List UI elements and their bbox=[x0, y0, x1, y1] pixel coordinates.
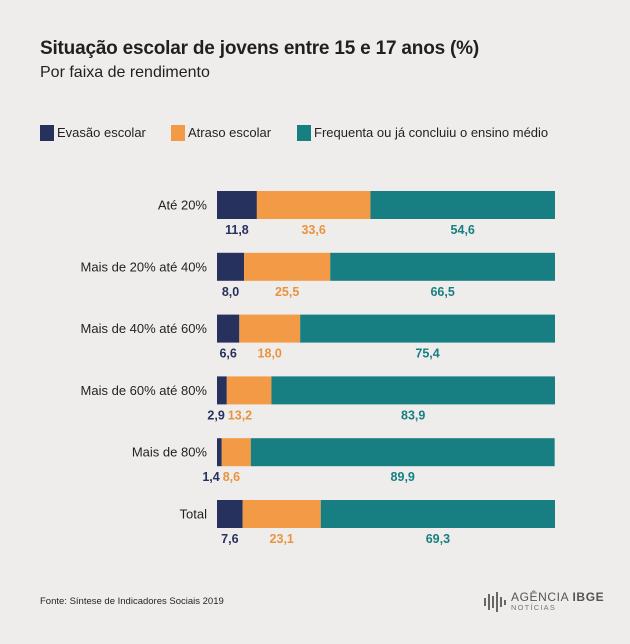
legend-label-atraso: Atraso escolar bbox=[188, 125, 272, 140]
chart-title: Situação escolar de jovens entre 15 e 17… bbox=[40, 38, 480, 59]
category-label-total: Total bbox=[180, 507, 208, 522]
category-label-mais-de-40-ate-60: Mais de 40% até 60% bbox=[81, 321, 208, 336]
bar-evasao-mais-de-20-ate-40 bbox=[217, 252, 245, 281]
value-label-evasao-mais-de-20-ate-40: 8,0 bbox=[222, 285, 239, 299]
legend-swatch-evasao bbox=[40, 125, 54, 141]
value-label-atraso-mais-de-80: 8,6 bbox=[223, 470, 240, 484]
value-label-evasao-ate-20: 11,8 bbox=[225, 223, 249, 237]
bar-atraso-mais-de-80 bbox=[221, 438, 251, 467]
chart-subtitle: Por faixa de rendimento bbox=[40, 64, 210, 81]
legend-swatch-atraso bbox=[171, 125, 185, 141]
value-label-frequenta-mais-de-80: 89,9 bbox=[391, 470, 415, 484]
category-label-mais-de-20-ate-40: Mais de 20% até 40% bbox=[81, 259, 208, 274]
value-label-evasao-mais-de-80: 1,4 bbox=[202, 470, 219, 484]
value-label-evasao-mais-de-60-ate-80: 2,9 bbox=[207, 408, 224, 422]
value-label-evasao-mais-de-40-ate-60: 6,6 bbox=[219, 347, 236, 361]
bar-atraso-mais-de-60-ate-80 bbox=[226, 376, 272, 405]
legend-label-frequenta: Frequenta ou já concluiu o ensino médio bbox=[314, 125, 549, 140]
source-note: Fonte: Síntese de Indicadores Sociais 20… bbox=[40, 596, 224, 607]
bar-atraso-total bbox=[242, 500, 321, 528]
value-label-frequenta-ate-20: 54,6 bbox=[451, 223, 475, 237]
bar-frequenta-mais-de-40-ate-60 bbox=[300, 314, 555, 343]
bar-frequenta-mais-de-20-ate-40 bbox=[330, 252, 555, 281]
bar-atraso-mais-de-40-ate-60 bbox=[239, 314, 301, 343]
legend-label-evasao: Evasão escolar bbox=[57, 125, 146, 140]
logo-wordmark: AGÊNCIA IBGE bbox=[511, 590, 605, 604]
bar-evasao-ate-20 bbox=[217, 191, 257, 219]
value-label-frequenta-mais-de-40-ate-60: 75,4 bbox=[415, 347, 439, 361]
category-label-ate-20: Até 20% bbox=[158, 198, 208, 213]
value-label-frequenta-mais-de-60-ate-80: 83,9 bbox=[401, 408, 425, 422]
logo-subtitle: NOTÍCIAS bbox=[511, 603, 557, 612]
value-label-evasao-total: 7,6 bbox=[221, 532, 238, 546]
bar-frequenta-mais-de-80 bbox=[250, 438, 555, 467]
category-label-mais-de-80: Mais de 80% bbox=[132, 445, 208, 460]
value-label-atraso-total: 23,1 bbox=[270, 532, 294, 546]
bar-evasao-mais-de-80 bbox=[217, 438, 222, 467]
bar-frequenta-mais-de-60-ate-80 bbox=[271, 376, 555, 405]
bar-atraso-mais-de-20-ate-40 bbox=[244, 252, 331, 281]
value-label-frequenta-total: 69,3 bbox=[426, 532, 450, 546]
ibge-logo-icon bbox=[484, 592, 506, 612]
value-label-atraso-ate-20: 33,6 bbox=[301, 223, 325, 237]
bar-frequenta-ate-20 bbox=[370, 191, 555, 219]
value-label-frequenta-mais-de-20-ate-40: 66,5 bbox=[430, 285, 454, 299]
category-label-mais-de-60-ate-80: Mais de 60% até 80% bbox=[81, 383, 208, 398]
value-label-atraso-mais-de-20-ate-40: 25,5 bbox=[275, 285, 299, 299]
bar-evasao-total bbox=[217, 500, 243, 528]
value-label-atraso-mais-de-40-ate-60: 18,0 bbox=[258, 347, 282, 361]
legend-swatch-frequenta bbox=[297, 125, 311, 141]
value-label-atraso-mais-de-60-ate-80: 13,2 bbox=[228, 408, 252, 422]
agencia-ibge-logo: AGÊNCIA IBGE NOTÍCIAS bbox=[484, 590, 604, 614]
bar-evasao-mais-de-60-ate-80 bbox=[217, 376, 227, 405]
bar-frequenta-total bbox=[320, 500, 555, 528]
bar-evasao-mais-de-40-ate-60 bbox=[217, 314, 240, 343]
bar-atraso-ate-20 bbox=[256, 191, 371, 219]
stacked-bar-chart: Até 20% 11,8 33,6 54,6 Mais de 20% até 40% 8,… bbox=[81, 191, 555, 546]
